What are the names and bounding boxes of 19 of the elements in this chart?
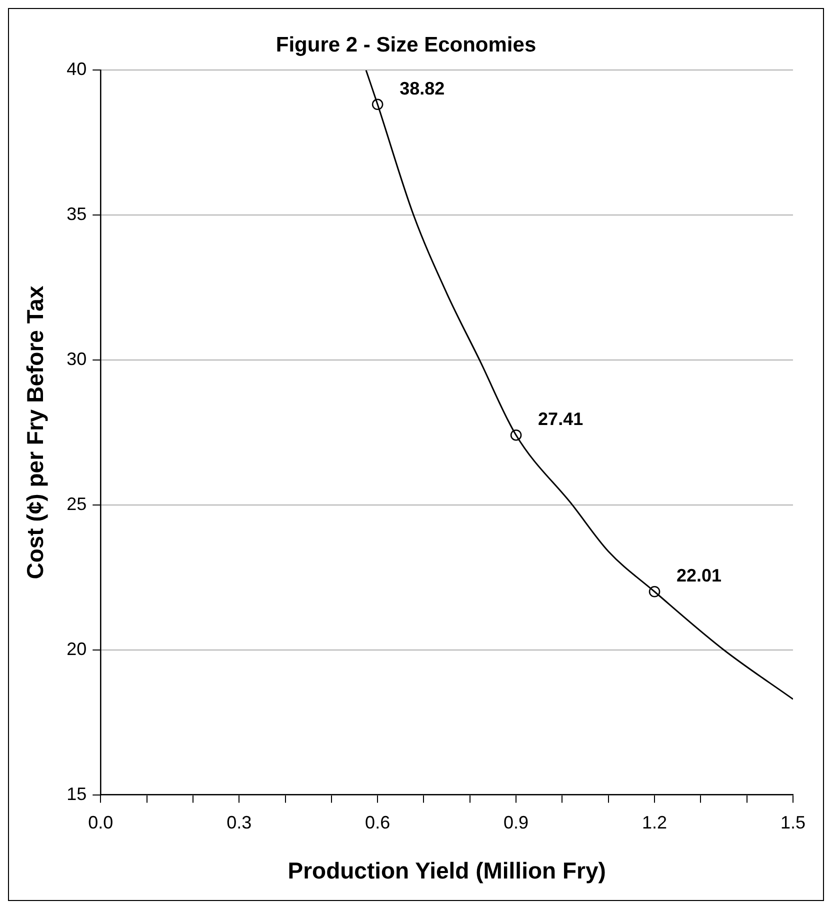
y-axis-title: Cost (¢) per Fry Before Tax [22,286,48,580]
x-tick-label: 0.6 [365,812,390,833]
y-tick-label: 35 [66,204,87,224]
y-tick-label: 15 [66,784,87,804]
line-series [365,70,793,700]
data-label: 27.41 [538,409,584,430]
data-label: 38.82 [400,78,445,98]
x-axis-title: Production Yield (Million Fry) [288,858,606,884]
chart-title: Figure 2 - Size Economies [276,33,536,56]
y-tick-label: 40 [66,59,87,80]
y-tick-label: 30 [66,349,87,370]
y-tick-label: 25 [66,494,87,514]
y-tick-label: 20 [66,638,87,659]
data-label: 22.01 [676,566,722,586]
x-tick-label: 1.5 [780,812,806,833]
x-tick-label: 0.0 [88,812,114,833]
x-tick-label: 1.2 [642,812,668,833]
x-tick-label: 0.3 [226,812,252,833]
x-tick-label: 0.9 [504,812,529,833]
